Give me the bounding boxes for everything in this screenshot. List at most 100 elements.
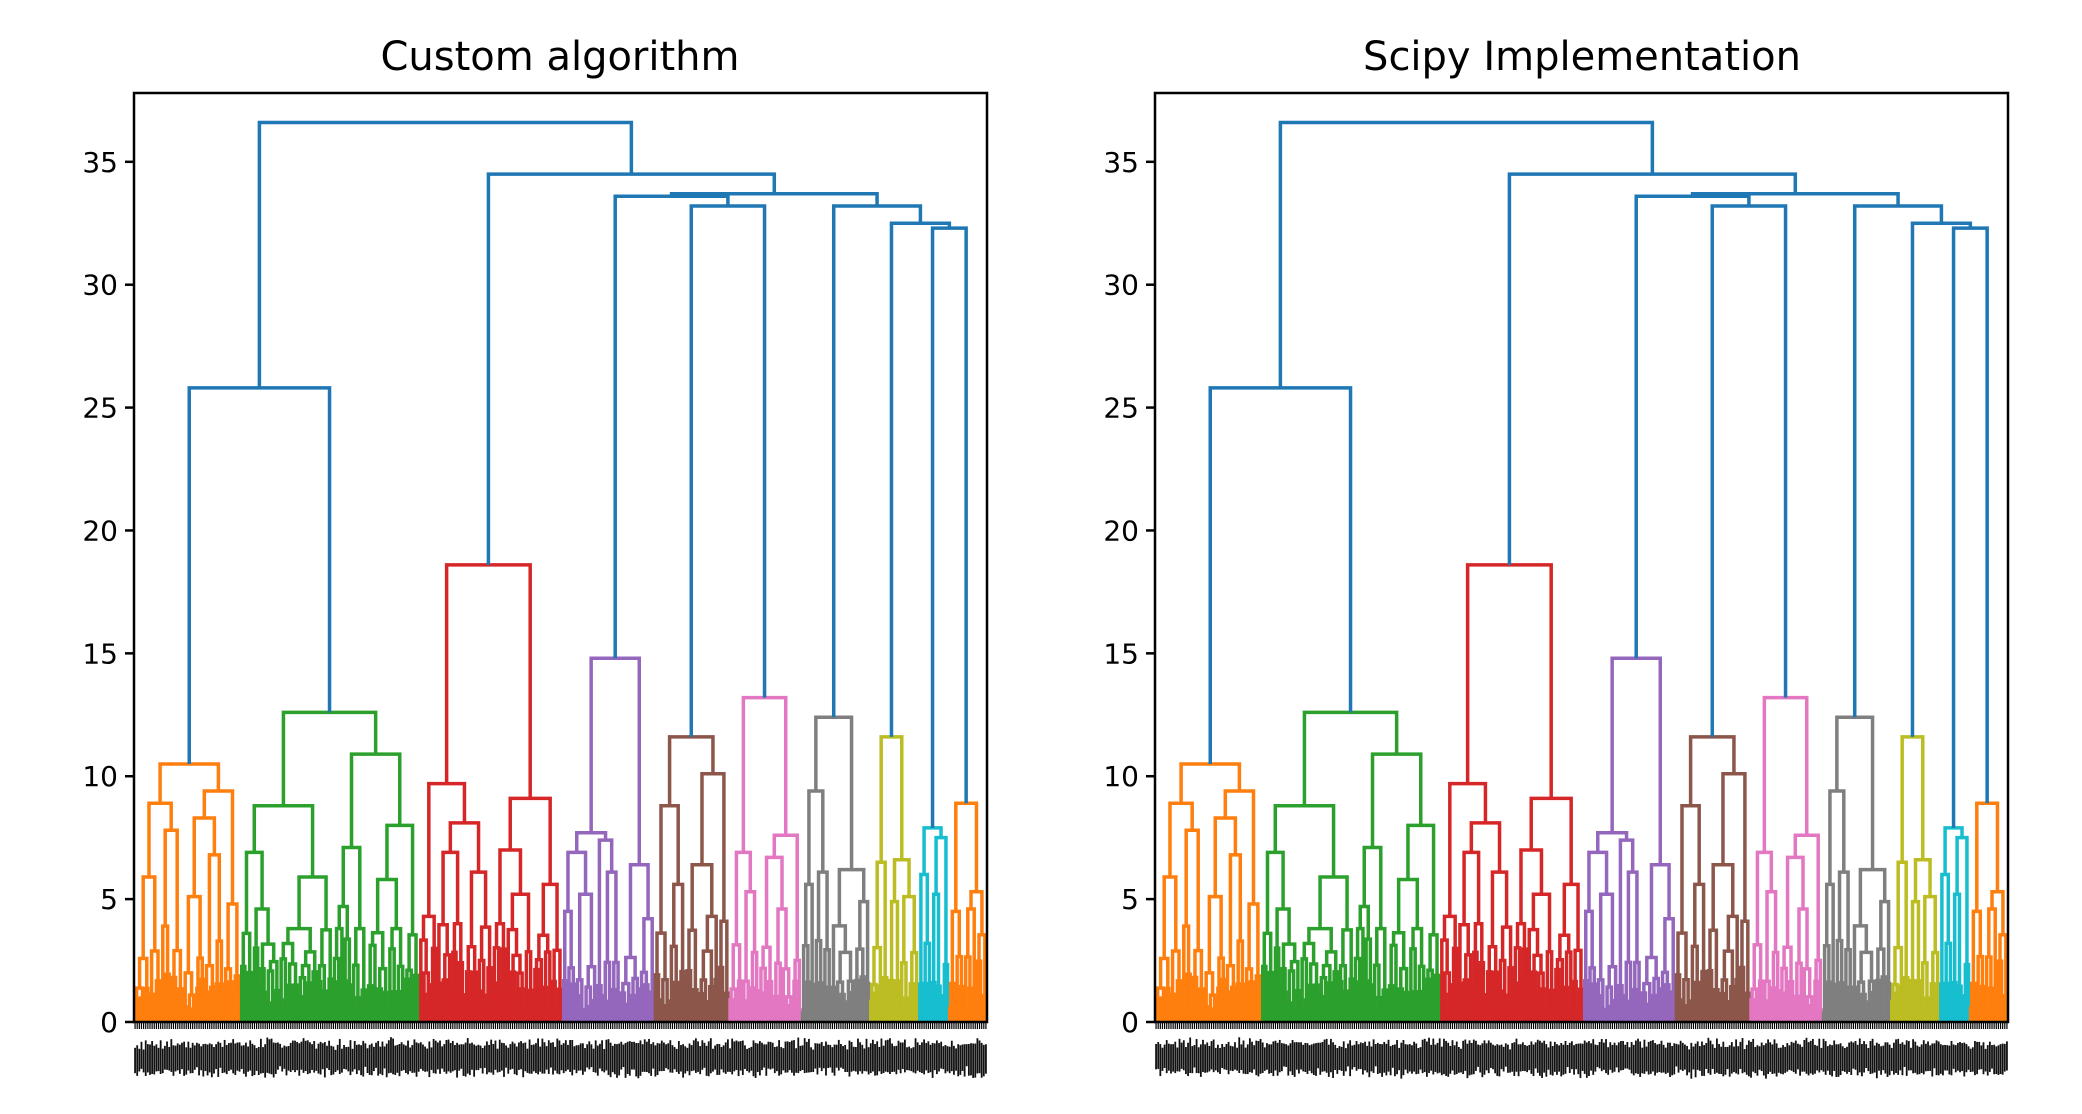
x-tick-label: [1965, 1044, 1968, 1073]
x-tick-label: [317, 1043, 320, 1074]
cluster-link: [1890, 999, 1896, 1022]
cluster-link: [1745, 991, 1751, 1022]
x-tick-label: [959, 1045, 962, 1075]
x-tick-label: [1733, 1046, 1735, 1073]
x-tick-label: [1724, 1046, 1727, 1075]
x-tick-label: [1319, 1042, 1322, 1075]
x-tick-label: [571, 1039, 574, 1076]
x-tick-label: [298, 1043, 301, 1076]
cluster-link: [343, 937, 352, 986]
x-tick-label: [1255, 1040, 1258, 1076]
cluster-link: [941, 994, 948, 1022]
x-tick-label: [1660, 1040, 1663, 1073]
x-tick-label: [543, 1042, 546, 1074]
x-tick-label: [511, 1041, 514, 1069]
y-tick-label: 35: [82, 146, 118, 179]
x-tick-label: [1658, 1043, 1661, 1072]
x-tick-label: [763, 1044, 766, 1068]
x-tick-label: [1385, 1043, 1388, 1076]
x-tick-label: [1571, 1041, 1573, 1070]
x-tick-label: [206, 1044, 209, 1076]
x-tick-label: [1206, 1042, 1209, 1073]
cluster-link: [1467, 988, 1474, 1022]
cluster-link: [645, 997, 651, 1022]
x-tick-label: [611, 1045, 614, 1073]
x-tick-label: [874, 1044, 876, 1076]
x-tick-label: [153, 1045, 156, 1075]
cluster-link: [768, 1005, 775, 1022]
x-tick-label: [854, 1046, 857, 1072]
cluster-link: [1530, 970, 1538, 1022]
x-tick-label: [183, 1041, 186, 1076]
x-tick-label: [1605, 1039, 1607, 1074]
x-tick-label: [656, 1043, 659, 1076]
x-tick-label: [1507, 1044, 1509, 1073]
cluster-link: [1875, 978, 1881, 1022]
panel-scipy-implementation: Scipy Implementation 0 5 10 15 20 25 30 35: [1103, 34, 2010, 1079]
x-tick-label: [1509, 1049, 1511, 1073]
x-tick-label: [1462, 1040, 1465, 1075]
x-tick-label: [1760, 1042, 1763, 1072]
x-tick-label: [886, 1039, 889, 1073]
x-tick-label: [1302, 1044, 1305, 1072]
x-tick-label: [492, 1043, 495, 1075]
x-tick-label: [166, 1041, 168, 1070]
x-tick-label: [1353, 1044, 1356, 1068]
cluster-link: [1498, 958, 1507, 996]
x-tick-label: [1703, 1045, 1706, 1076]
x-tick-label: [808, 1038, 810, 1073]
cluster-link: [822, 1004, 828, 1022]
x-tick-label: [157, 1047, 160, 1072]
cluster-link: [1894, 991, 1900, 1022]
x-tick-label: [1639, 1041, 1642, 1077]
cluster-link: [685, 968, 693, 1022]
cluster-link: [430, 946, 438, 1022]
cluster-link: [602, 999, 609, 1022]
x-tick-label: [272, 1042, 275, 1078]
x-tick-label: [385, 1043, 388, 1078]
x-tick-label: [458, 1044, 461, 1071]
x-tick-label: [1445, 1040, 1447, 1076]
cluster-link: [1429, 977, 1436, 1022]
x-tick-label: [1594, 1044, 1597, 1072]
cluster-link: [350, 1006, 357, 1022]
cluster-link: [1828, 789, 1846, 885]
cluster-link: [1217, 956, 1225, 989]
x-tick-label: [586, 1044, 589, 1068]
x-tick-label: [1515, 1038, 1518, 1072]
x-tick-label: [1716, 1038, 1718, 1073]
cluster-link: [719, 1007, 726, 1022]
cluster-link: [566, 982, 572, 1022]
x-tick-label: [658, 1043, 661, 1072]
x-tick-label: [1698, 1046, 1701, 1071]
cluster-link: [1158, 956, 1170, 989]
x-tick-label: [234, 1043, 237, 1075]
x-tick-label: [1342, 1041, 1345, 1076]
cluster-link: [190, 1010, 197, 1022]
cluster-link: [899, 961, 908, 1010]
x-tick-label: [547, 1040, 550, 1074]
cluster-link: [139, 996, 146, 1022]
cluster-link: [1587, 982, 1593, 1022]
cluster-link: [698, 991, 705, 1022]
x-tick-label: [842, 1046, 844, 1069]
cluster-link: [1740, 1007, 1747, 1022]
x-tick-label: [1602, 1042, 1605, 1070]
x-tick-label: [364, 1043, 367, 1067]
x-tick-label: [1777, 1047, 1780, 1073]
cluster-link: [301, 1002, 308, 1022]
cluster-link: [1715, 1005, 1721, 1022]
x-tick-label: [1997, 1045, 2000, 1075]
x-tick-label: [1735, 1039, 1738, 1074]
x-tick-label: [281, 1047, 284, 1072]
x-tick-label: [1430, 1044, 1433, 1071]
x-tick-label: [1285, 1044, 1288, 1067]
x-tick-label: [466, 1038, 469, 1074]
root-link: [257, 120, 634, 388]
x-tick-label: [1428, 1037, 1430, 1073]
cluster-link: [890, 1011, 896, 1022]
x-tick-label: [1873, 1045, 1876, 1073]
cluster-link: [687, 928, 698, 990]
cluster-link: [773, 994, 779, 1022]
x-tick-label: [353, 1040, 356, 1070]
